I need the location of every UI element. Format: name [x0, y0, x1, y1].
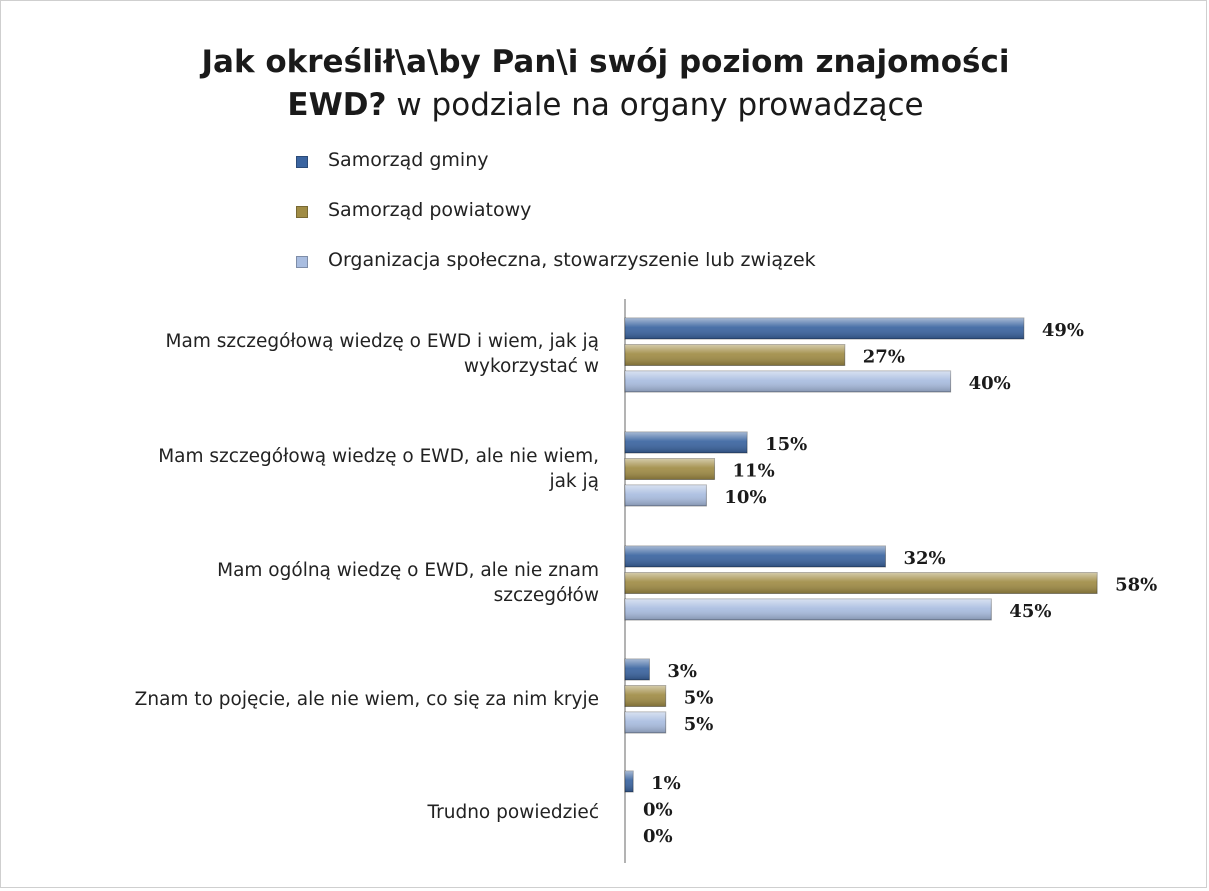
- legend-item-series-3: Organizacja społeczna, stowarzyszenie lu…: [296, 249, 816, 299]
- value-label-series-3-category-5: 0%: [643, 826, 673, 847]
- value-label-series-1-category-4: 3%: [667, 661, 697, 682]
- title-line2-bold: EWD?: [287, 87, 387, 123]
- legend-label-series-2: Samorząd powiatowy: [328, 199, 532, 221]
- bar-shading-series-2-category-4: [625, 685, 666, 707]
- bar-shading-series-3-category-3: [625, 599, 992, 620]
- category-label-3-line-2: szczegółów: [493, 585, 599, 606]
- legend-item-series-1: Samorząd gminy: [296, 149, 816, 199]
- value-label-series-1-category-5: 1%: [651, 773, 681, 794]
- category-label-2: Mam szczegółową wiedzę o EWD, ale nie wi…: [9, 444, 599, 494]
- bar-shading-series-3-category-4: [625, 712, 666, 733]
- value-label-series-2-category-4: 5%: [684, 688, 714, 709]
- category-label-3-line-1: Mam ogólną wiedzę o EWD, ale nie znam: [217, 560, 599, 581]
- value-label-series-1-category-1: 49%: [1042, 320, 1084, 341]
- category-label-5: Trudno powiedzieć: [9, 800, 599, 825]
- category-label-5-line-1: Trudno powiedzieć: [427, 802, 599, 823]
- bar-shading-series-1-category-4: [625, 659, 650, 680]
- value-label-series-1-category-2: 15%: [765, 434, 807, 455]
- bar-shading-series-2-category-1: [625, 344, 845, 366]
- bar-shading-series-2-category-3: [625, 572, 1098, 594]
- legend-label-series-1: Samorząd gminy: [328, 149, 489, 171]
- category-label-2-line-2: jak ją: [549, 471, 599, 492]
- category-label-1-line-1: Mam szczegółową wiedzę o EWD i wiem, jak…: [165, 331, 599, 352]
- chart-title: Jak określił\a\by Pan\i swój poziom znaj…: [1, 41, 1209, 127]
- title-line1: Jak określił\a\by Pan\i swój poziom znaj…: [201, 44, 1010, 80]
- bar-shading-series-3-category-2: [625, 485, 707, 506]
- title-line2-normal: w podziale na organy prowadzące: [386, 87, 924, 123]
- bar-shading-series-1-category-1: [625, 318, 1024, 339]
- legend-swatch-series-1: [296, 156, 308, 168]
- category-label-4-line-1: Znam to pojęcie, ale nie wiem, co się za…: [134, 689, 599, 710]
- value-label-series-2-category-5: 0%: [643, 800, 673, 821]
- legend: Samorząd gminy Samorząd powiatowy Organi…: [296, 149, 816, 299]
- value-label-series-3-category-3: 45%: [1009, 601, 1051, 622]
- legend-swatch-series-2: [296, 206, 308, 218]
- value-label-series-1-category-3: 32%: [903, 548, 945, 569]
- category-label-2-line-1: Mam szczegółową wiedzę o EWD, ale nie wi…: [158, 446, 599, 467]
- value-label-series-2-category-2: 11%: [733, 461, 775, 482]
- legend-label-series-3: Organizacja społeczna, stowarzyszenie lu…: [328, 249, 816, 271]
- legend-item-series-2: Samorząd powiatowy: [296, 199, 816, 249]
- value-label-series-2-category-1: 27%: [863, 347, 905, 368]
- bar-shading-series-1-category-3: [625, 546, 886, 567]
- legend-swatch-series-3: [296, 256, 308, 268]
- value-label-series-3-category-2: 10%: [724, 487, 766, 508]
- value-label-series-3-category-1: 40%: [969, 373, 1011, 394]
- category-label-4: Znam to pojęcie, ale nie wiem, co się za…: [9, 687, 599, 712]
- category-label-1-line-2: wykorzystać w: [463, 356, 599, 377]
- bar-shading-series-3-category-1: [625, 371, 951, 392]
- bar-shading-series-1-category-2: [625, 432, 748, 453]
- category-label-1: Mam szczegółową wiedzę o EWD i wiem, jak…: [9, 329, 599, 379]
- category-label-3: Mam ogólną wiedzę o EWD, ale nie znam sz…: [9, 558, 599, 608]
- value-label-series-3-category-4: 5%: [684, 714, 714, 735]
- value-label-series-2-category-3: 58%: [1115, 575, 1157, 596]
- bar-shading-series-1-category-5: [625, 771, 634, 792]
- bar-shading-series-2-category-2: [625, 458, 715, 480]
